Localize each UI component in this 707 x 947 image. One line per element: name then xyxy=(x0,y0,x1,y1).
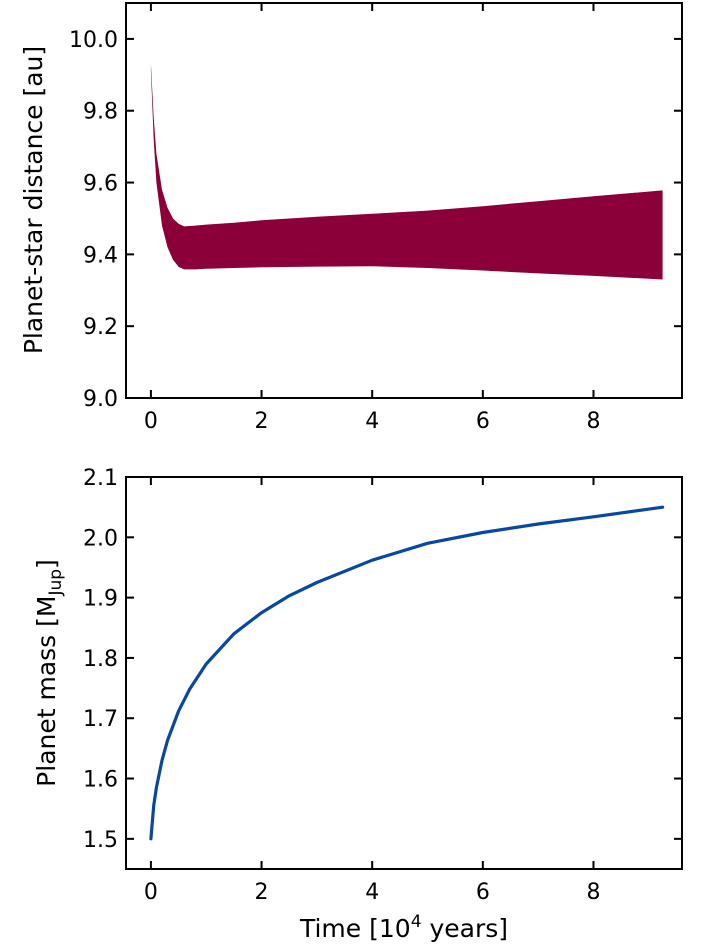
mass-x-tick-label: 2 xyxy=(255,880,269,905)
mass-x-tick-label: 6 xyxy=(476,880,490,905)
mass-y-label-tail: ] xyxy=(32,559,61,569)
time-x-axis-label: Time [104 years] xyxy=(299,912,508,943)
distance-y-tick-label: 9.4 xyxy=(83,243,118,268)
mass-y-axis-label: Planet mass [MJup] xyxy=(32,559,66,787)
mass-y-tick-label: 1.7 xyxy=(83,707,118,732)
mass-x-tick-label: 4 xyxy=(365,880,379,905)
distance-x-tick-label: 6 xyxy=(476,409,490,434)
distance-plot-frame xyxy=(125,2,683,399)
distance-oscillation-band xyxy=(150,64,663,280)
distance-x-tick-label: 4 xyxy=(365,409,379,434)
time-label-superscript: 4 xyxy=(411,912,422,932)
mass-y-label-main: Planet mass [M xyxy=(32,596,61,787)
mass-y-tick-label: 1.8 xyxy=(83,647,118,672)
mass-ticks: 0 2 4 6 8 1.5 1.6 1.7 1.8 1.9 2.0 2.1 xyxy=(83,466,682,905)
distance-y-tick-label: 9.0 xyxy=(83,387,118,412)
distance-y-tick-label: 10.0 xyxy=(69,28,118,53)
mass-y-tick-label: 1.9 xyxy=(83,587,118,612)
distance-x-tick-label: 0 xyxy=(144,409,158,434)
mass-plot-frame xyxy=(125,476,683,870)
mass-y-label-subscript: Jup xyxy=(46,569,66,597)
distance-panel: 0 2 4 6 8 9.0 9.2 9.4 9.6 9.8 10.0 Planet-star dis… xyxy=(19,2,683,434)
mass-y-tick-label: 2.0 xyxy=(83,526,118,551)
distance-x-tick-label: 2 xyxy=(255,409,269,434)
mass-x-tick-label: 0 xyxy=(144,880,158,905)
distance-y-tick-label: 9.2 xyxy=(83,315,118,340)
distance-y-tick-label: 9.8 xyxy=(83,100,118,125)
mass-y-tick-label: 2.1 xyxy=(83,466,118,491)
distance-y-tick-label: 9.6 xyxy=(83,172,118,197)
distance-x-tick-label: 8 xyxy=(586,409,600,434)
mass-y-tick-label: 1.6 xyxy=(83,768,118,793)
time-label-tail: years] xyxy=(422,914,509,943)
mass-plot-background xyxy=(126,477,682,869)
distance-y-axis-label: Planet-star distance [au] xyxy=(19,46,48,354)
mass-x-tick-label: 8 xyxy=(586,880,600,905)
time-label-main: Time [10 xyxy=(299,914,411,943)
mass-panel: 0 2 4 6 8 1.5 1.6 1.7 1.8 1.9 2.0 2.1 Planet mass [… xyxy=(32,466,683,943)
mass-growth-line xyxy=(149,505,665,841)
mass-y-tick-label: 1.5 xyxy=(83,828,118,853)
